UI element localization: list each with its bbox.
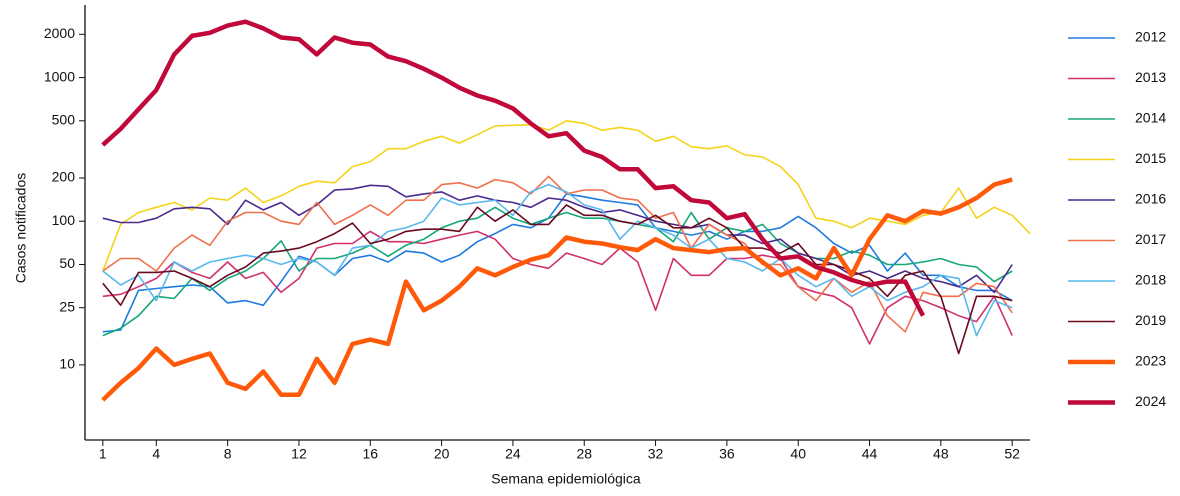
y-tick-label: 200 — [52, 169, 76, 185]
series-line — [101, 177, 1013, 402]
series-line — [102, 183, 1013, 337]
y-tick-label: 25 — [59, 298, 75, 314]
series-line — [102, 204, 1013, 355]
x-tick-label: 32 — [648, 446, 664, 462]
y-axis-label: Casos notificados — [13, 173, 29, 284]
y-tick-label: 1000 — [44, 68, 75, 84]
series-line — [102, 184, 1013, 294]
y-tick-label: 2000 — [44, 25, 75, 41]
legend-label: 2023 — [1135, 353, 1166, 369]
x-tick-label: 44 — [862, 446, 878, 462]
x-axis-label: Semana epidemiológica — [491, 471, 641, 487]
series-line — [102, 193, 1013, 333]
series-line — [101, 19, 925, 317]
x-tick-label: 8 — [224, 446, 232, 462]
x-tick-label: 12 — [291, 446, 307, 462]
y-tick-label: 100 — [52, 212, 76, 228]
legend-label: 2016 — [1135, 191, 1166, 207]
series-line — [102, 230, 1013, 345]
legend-label: 2019 — [1135, 312, 1166, 328]
x-tick-label: 40 — [790, 446, 806, 462]
series-line — [102, 120, 1031, 272]
x-tick-label: 52 — [1004, 446, 1020, 462]
x-tick-label: 20 — [434, 446, 450, 462]
x-tick-label: 24 — [505, 446, 521, 462]
x-tick-label: 36 — [719, 446, 735, 462]
x-tick-label: 16 — [362, 446, 378, 462]
x-tick-label: 48 — [933, 446, 949, 462]
legend-label: 2024 — [1135, 393, 1166, 409]
legend-label: 2017 — [1135, 231, 1166, 247]
x-tick-label: 1 — [99, 446, 107, 462]
legend-label: 2012 — [1135, 29, 1166, 45]
y-tick-label: 500 — [52, 112, 76, 128]
legend-label: 2018 — [1135, 272, 1166, 288]
x-tick-label: 28 — [576, 446, 592, 462]
legend-label: 2015 — [1135, 150, 1166, 166]
legend-label: 2013 — [1135, 69, 1166, 85]
y-tick-label: 10 — [59, 356, 75, 372]
y-tick-label: 50 — [59, 255, 75, 271]
x-tick-label: 4 — [152, 446, 160, 462]
series-line — [102, 206, 1013, 337]
series-line — [102, 175, 1013, 333]
legend-label: 2014 — [1135, 110, 1166, 126]
